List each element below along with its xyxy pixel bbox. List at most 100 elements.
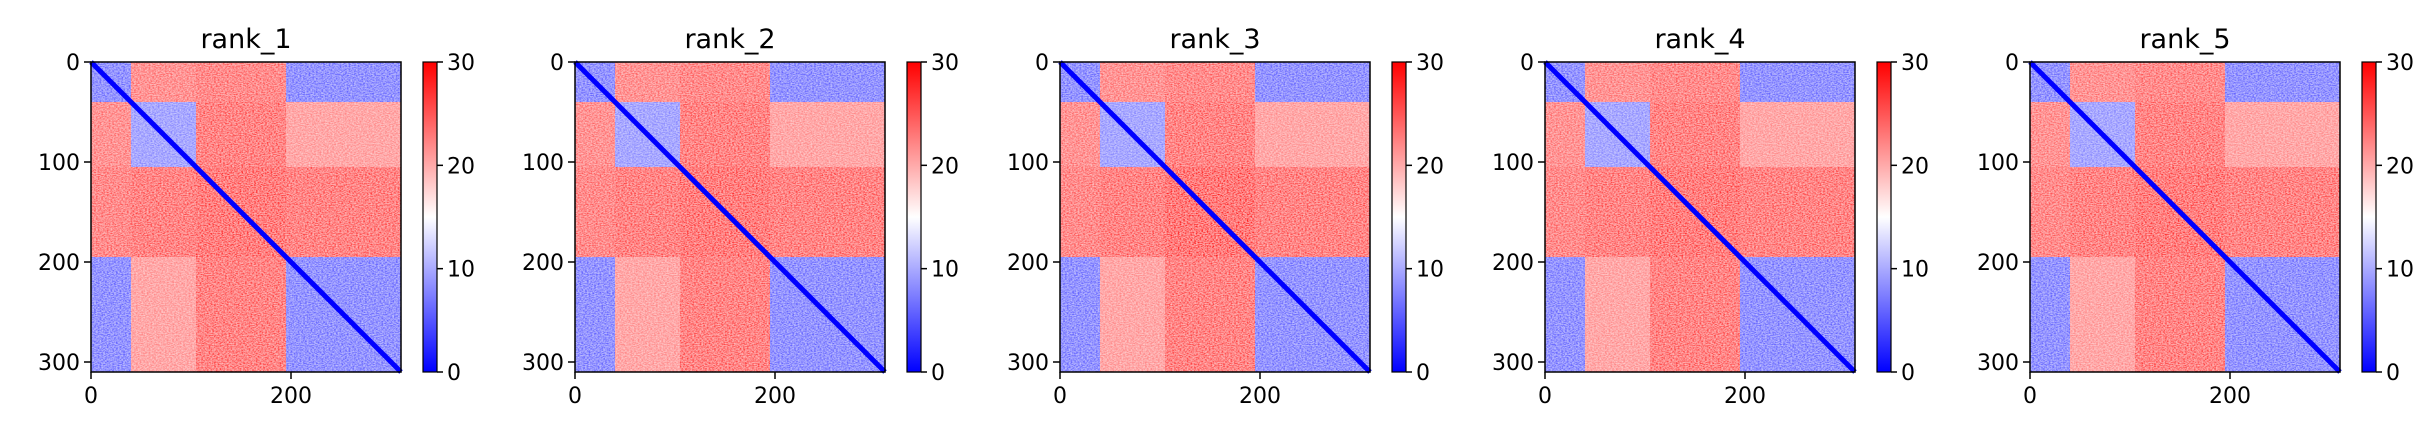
heatmap-block-3-2 [1165,257,1255,372]
heatmap-block-1-3 [2225,102,2340,167]
heatmap-block-2-0 [2030,167,2070,257]
heatmap-block-3-0 [2030,257,2070,372]
panel-title: rank_3 [1169,24,1260,55]
heatmap-block-0-2 [2135,62,2225,102]
colorbar-tick-label: 0 [2386,361,2400,386]
colorbar-tick-label: 10 [447,258,475,283]
colorbar [1876,61,1892,373]
colorbar-tick-label: 0 [931,361,945,386]
colorbar-tick-label: 30 [1901,51,1929,76]
heatmap-block-3-1 [615,257,680,372]
colorbar-tick-label: 30 [2386,51,2414,76]
heatmap-block-1-3 [1255,102,1370,167]
y-tick-label: 300 [1007,351,1049,376]
y-tick-label: 200 [522,251,564,276]
heatmap-block-3-2 [680,257,770,372]
colorbar-tick-label: 10 [931,258,959,283]
colorbar-tick-label: 0 [1901,361,1915,386]
heatmap-block-0-3 [286,62,401,102]
y-tick-label: 200 [1007,251,1049,276]
heatmap-block-2-3 [2225,167,2340,257]
heatmap-block-1-2 [680,102,770,167]
heatmap-panel-4: 0 200 0 100 200 300 rank_4 0 10 20 30 [1492,24,1929,409]
heatmap-panel-2: 0 200 0 100 200 300 rank_2 0 10 20 30 [522,24,959,409]
colorbar-tick-label: 30 [931,51,959,76]
y-tick-label: 0 [1035,51,1049,76]
colorbar-tick-label: 30 [447,51,475,76]
colorbar [906,61,922,373]
y-tick-label: 200 [1492,251,1534,276]
panel-title: rank_1 [200,24,291,55]
y-tick-label: 300 [38,351,80,376]
y-tick-label: 0 [2005,51,2019,76]
colorbar [1391,61,1407,373]
heatmap-diagonal [2028,60,2342,374]
heatmap-block-3-0 [1545,257,1585,372]
heatmap-block-2-1 [2070,167,2135,257]
x-tick-label: 0 [84,384,98,409]
y-tick-label: 100 [1492,151,1534,176]
heatmap-block-1-0 [575,102,615,167]
heatmap-block-2-1 [615,167,680,257]
x-tick-label: 0 [568,384,582,409]
colorbar-tick-label: 20 [447,154,475,179]
heatmap-cells [575,62,885,372]
axes-frame [574,61,886,373]
y-tick-label: 100 [1007,151,1049,176]
heatmap-block-0-1 [1585,62,1650,102]
x-tick-label: 200 [270,384,312,409]
heatmap-block-1-0 [1060,102,1100,167]
heatmap-block-3-2 [196,257,286,372]
heatmap-diagonal [89,60,403,374]
heatmap-block-0-1 [131,62,196,102]
heatmap-block-3-1 [2070,257,2135,372]
axes-frame [2029,61,2341,373]
x-tick-label: 0 [1538,384,1552,409]
x-tick-label: 200 [754,384,796,409]
heatmap-block-0-2 [1650,62,1740,102]
heatmap-block-3-0 [1060,257,1100,372]
heatmap-diagonal [1543,60,1857,374]
panel-title: rank_2 [684,24,775,55]
heatmap-block-3-0 [575,257,615,372]
axes-frame [1544,61,1856,373]
heatmap-block-3-0 [91,257,131,372]
y-tick-label: 100 [1977,151,2019,176]
colorbar-tick-label: 30 [1416,51,1444,76]
heatmap-block-0-3 [1255,62,1370,102]
y-tick-label: 300 [1492,351,1534,376]
y-tick-label: 100 [38,151,80,176]
heatmap-block-0-2 [680,62,770,102]
x-tick-label: 200 [1724,384,1766,409]
heatmap-block-1-2 [196,102,286,167]
heatmap-block-3-2 [2135,257,2225,372]
heatmap-block-0-1 [2070,62,2135,102]
heatmap-block-1-0 [91,102,131,167]
heatmap-block-2-0 [575,167,615,257]
heatmap-block-1-0 [2030,102,2070,167]
heatmap-block-2-1 [1585,167,1650,257]
heatmap-block-0-1 [615,62,680,102]
axes-frame [1059,61,1371,373]
heatmap-block-1-3 [286,102,401,167]
heatmap-block-2-3 [1740,167,1855,257]
heatmap-block-3-1 [1585,257,1650,372]
heatmap-diagonal [573,60,887,374]
heatmap-diagonal [1058,60,1372,374]
heatmap-block-2-1 [1100,167,1165,257]
colorbar-tick-label: 20 [931,154,959,179]
colorbar-tick-label: 20 [2386,154,2414,179]
axes-frame [90,61,402,373]
heatmap-block-2-3 [286,167,401,257]
heatmap-block-1-3 [770,102,885,167]
heatmap-block-0-3 [2225,62,2340,102]
heatmap-block-3-2 [1650,257,1740,372]
heatmap-block-2-0 [91,167,131,257]
heatmap-block-1-2 [1165,102,1255,167]
heatmap-panel-3: 0 200 0 100 200 300 rank_3 0 10 20 30 [1007,24,1444,409]
panel-title: rank_5 [2139,24,2230,55]
x-tick-label: 0 [2023,384,2037,409]
colorbar-tick-label: 0 [1416,361,1430,386]
heatmap-block-0-2 [1165,62,1255,102]
heatmap-block-2-0 [1545,167,1585,257]
